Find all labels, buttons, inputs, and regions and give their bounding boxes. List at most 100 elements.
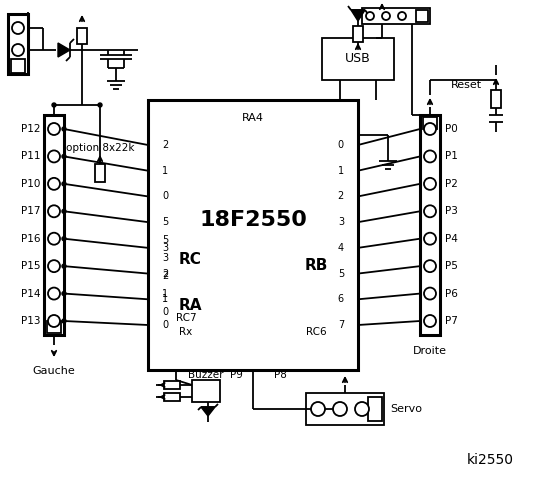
Text: USB: USB <box>345 52 371 65</box>
Text: Reset: Reset <box>451 80 482 90</box>
Text: 18F2550: 18F2550 <box>199 210 307 230</box>
Circle shape <box>62 155 66 158</box>
Text: 1: 1 <box>162 166 168 176</box>
Bar <box>192 380 220 402</box>
Text: RB: RB <box>304 257 328 273</box>
Circle shape <box>48 123 60 135</box>
Circle shape <box>424 315 436 327</box>
Text: 3: 3 <box>162 243 168 253</box>
Circle shape <box>52 103 56 107</box>
Text: RC6: RC6 <box>306 327 326 337</box>
Text: P11: P11 <box>20 151 40 161</box>
Text: Gauche: Gauche <box>33 366 75 376</box>
Circle shape <box>48 233 60 245</box>
Text: 3: 3 <box>162 253 168 263</box>
Circle shape <box>62 209 66 213</box>
Bar <box>47 321 61 333</box>
Text: 0: 0 <box>162 192 168 202</box>
Circle shape <box>62 237 66 240</box>
Circle shape <box>333 402 347 416</box>
Text: 1: 1 <box>162 289 168 299</box>
Bar <box>353 26 363 42</box>
Circle shape <box>424 150 436 162</box>
Polygon shape <box>351 10 365 21</box>
Text: 7: 7 <box>338 320 344 330</box>
Bar <box>423 117 437 129</box>
Circle shape <box>62 319 66 323</box>
Text: P10: P10 <box>20 179 40 189</box>
Circle shape <box>424 205 436 217</box>
Text: RA: RA <box>178 298 202 312</box>
Text: ki2550: ki2550 <box>467 453 514 467</box>
Circle shape <box>48 260 60 272</box>
Text: 1: 1 <box>162 294 168 304</box>
Circle shape <box>424 178 436 190</box>
Bar <box>148 100 358 370</box>
Bar <box>164 381 180 389</box>
Text: option 8x22k: option 8x22k <box>66 143 134 153</box>
Text: P7: P7 <box>445 316 458 326</box>
Bar <box>491 90 501 108</box>
Bar <box>306 393 384 425</box>
Text: P4: P4 <box>445 234 458 244</box>
Circle shape <box>62 182 66 186</box>
Text: 5: 5 <box>162 235 168 245</box>
Circle shape <box>12 22 24 34</box>
Bar <box>11 59 25 73</box>
Bar <box>95 164 105 182</box>
Bar <box>362 8 430 24</box>
Text: P1: P1 <box>445 151 458 161</box>
Circle shape <box>48 315 60 327</box>
Text: 2: 2 <box>162 271 168 281</box>
Text: P0: P0 <box>445 124 458 134</box>
Circle shape <box>98 103 102 107</box>
Text: Buzzer: Buzzer <box>188 370 224 380</box>
Bar <box>368 397 382 421</box>
Text: P16: P16 <box>20 234 40 244</box>
Circle shape <box>424 233 436 245</box>
Polygon shape <box>58 43 70 57</box>
Circle shape <box>62 264 66 268</box>
Circle shape <box>424 288 436 300</box>
Text: 0: 0 <box>338 140 344 150</box>
Text: P15: P15 <box>20 261 40 271</box>
Text: P3: P3 <box>445 206 458 216</box>
Bar <box>77 28 87 44</box>
Circle shape <box>48 205 60 217</box>
Text: Servo: Servo <box>390 404 422 414</box>
Text: 5: 5 <box>338 269 344 278</box>
Circle shape <box>62 291 66 296</box>
Text: 2: 2 <box>338 192 344 202</box>
Text: RA4: RA4 <box>242 113 264 123</box>
Text: 3: 3 <box>338 217 344 227</box>
Bar <box>322 38 394 80</box>
Circle shape <box>48 150 60 162</box>
Text: RC7: RC7 <box>176 313 196 323</box>
Text: P8: P8 <box>274 370 286 380</box>
Circle shape <box>48 288 60 300</box>
Text: Droite: Droite <box>413 346 447 356</box>
Circle shape <box>48 178 60 190</box>
Circle shape <box>12 44 24 56</box>
Text: 0: 0 <box>162 320 168 330</box>
Circle shape <box>398 12 406 20</box>
Circle shape <box>311 402 325 416</box>
Bar <box>8 14 28 74</box>
Text: P9: P9 <box>229 370 242 380</box>
Circle shape <box>424 260 436 272</box>
Text: RC: RC <box>179 252 201 267</box>
Polygon shape <box>201 407 215 416</box>
Text: P12: P12 <box>20 124 40 134</box>
Bar <box>416 10 428 22</box>
Text: P17: P17 <box>20 206 40 216</box>
Text: P5: P5 <box>445 261 458 271</box>
Text: 1: 1 <box>338 166 344 176</box>
Text: 2: 2 <box>162 140 168 150</box>
Circle shape <box>62 127 66 131</box>
Text: 0: 0 <box>162 307 168 317</box>
Circle shape <box>366 12 374 20</box>
Bar <box>420 115 440 335</box>
Bar <box>44 115 64 335</box>
Text: P6: P6 <box>445 288 458 299</box>
Bar <box>164 393 180 401</box>
